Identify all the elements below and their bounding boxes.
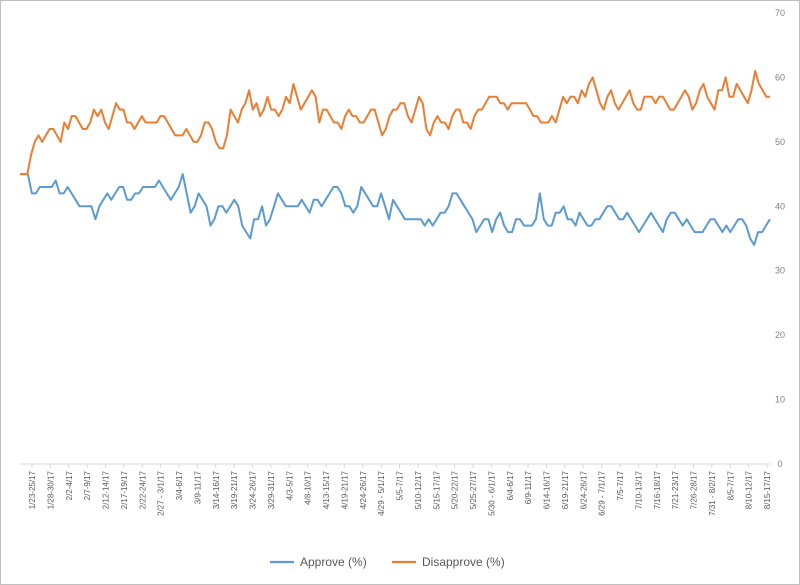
x-tick-label: 2/12-14/17 [102,470,111,509]
x-tick-label: 6/19-21/17 [561,470,570,509]
x-tick-label: 1/28-30/17 [46,470,55,509]
x-tick-label: 4/29 - 5/1/17 [377,470,386,515]
x-tick-label: 1/23-25/17 [28,470,37,509]
y-tick-label: 30 [775,266,785,276]
y-tick-label: 20 [775,330,785,340]
x-tick-label: 2/7-9/17 [83,470,92,500]
x-tick-label: 4/8-10/17 [304,470,313,504]
y-tick-label: 10 [775,395,785,405]
legend-label: Approve (%) [300,555,367,569]
x-tick-label: 8/10-12/17 [745,470,754,509]
x-tick-label: 6/24-26/17 [579,470,588,509]
x-tick-label: 7/21-23/17 [671,470,680,509]
x-tick-label: 3/19-21/17 [230,470,239,509]
x-tick-label: 2/17-19/17 [120,470,129,509]
x-tick-label: 4/19-21/17 [340,470,349,509]
x-tick-label: 4/24-26/17 [359,470,368,509]
x-tick-label: 5/20-22/17 [451,470,460,509]
x-tick-label: 7/16-18/17 [653,470,662,509]
series-line-disapprove [20,70,770,176]
x-tick-label: 7/10-13/17 [634,470,643,509]
x-tick-label: 6/29 - 7/1/17 [598,470,607,515]
y-tick-label: 0 [777,459,782,469]
x-tick-label: 3/29-31/17 [267,470,276,509]
y-tick-label: 60 [775,72,785,82]
y-tick-label: 70 [775,8,785,18]
x-tick-label: 8/15-17/17 [763,470,772,509]
series-line-approve [20,173,771,246]
x-tick-label: 6/4-6/17 [506,470,515,500]
legend: Approve (%) Disapprove (%) [270,555,505,569]
x-tick-label: 5/30 - 6/1/17 [487,470,496,515]
x-tick-label: 7/5-7/17 [616,470,625,500]
y-tick-label: 50 [775,137,785,147]
x-tick-label: 3/24-26/17 [249,470,258,509]
x-tick-label: 7/31 - 8/2/17 [708,470,717,515]
x-tick-label: 3/14-16/17 [212,470,221,509]
x-tick-label: 6/14-16/17 [543,470,552,509]
x-tick-label: 2/22-24/17 [138,470,147,509]
x-tick-label: 2/27 - 3/1/17 [157,470,166,515]
x-tick-label: 3/4-6/17 [175,470,184,500]
x-tick-label: 6/9-11/17 [524,470,533,504]
legend-label: Disapprove (%) [422,555,505,569]
plot-area [20,70,771,465]
x-tick-label: 8/5-7/17 [726,470,735,500]
x-tick-label: 5/15-17/17 [432,470,441,509]
y-axis-ticks: 0 10 20 30 40 50 60 70 [775,8,785,469]
x-tick-label: 4/13-15/17 [322,470,331,509]
x-tick-label: 3/9-11/17 [193,470,202,504]
x-tick-label: 4/3-5/17 [285,470,294,500]
x-tick-label: 5/25-27/17 [469,470,478,509]
x-tick-label: 2/2-4/17 [65,470,74,500]
x-axis-ticks: 1/23-25/17 1/28-30/17 2/2-4/17 2/7-9/17 2/12… [28,464,772,516]
x-tick-label: 5/5-7/17 [396,470,405,500]
x-tick-label: 7/26-28/17 [690,470,699,509]
x-tick-label: 5/10-12/17 [414,470,423,509]
y-tick-label: 40 [775,201,785,211]
